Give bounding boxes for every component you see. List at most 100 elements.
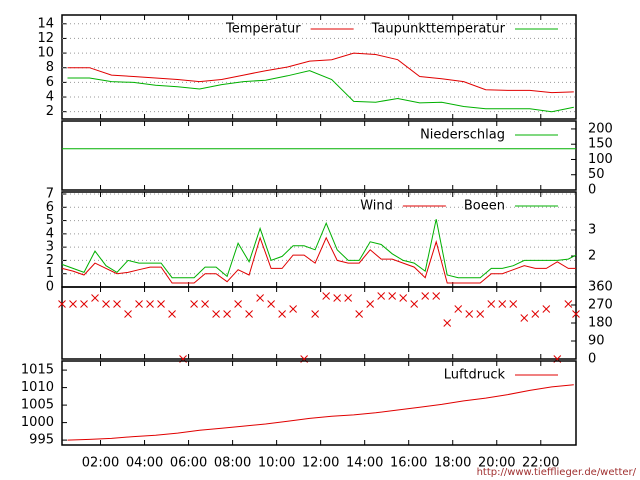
direction-marker — [399, 294, 408, 302]
direction-marker — [572, 310, 580, 318]
direction-marker — [498, 300, 507, 308]
direction-marker — [542, 305, 551, 313]
y-tick-label: 2 — [46, 104, 54, 119]
y-tick-label: 995 — [29, 433, 54, 448]
x-tick-label: 02:00 — [82, 456, 119, 471]
x-tick-label: 10:00 — [258, 456, 295, 471]
y-tick-label: 14 — [37, 16, 54, 31]
direction-marker — [212, 310, 220, 318]
direction-marker — [102, 300, 110, 308]
panel-frame — [61, 360, 577, 446]
y-tick-label: 5 — [46, 213, 54, 228]
direction-marker — [443, 319, 452, 327]
direction-marker — [201, 300, 209, 308]
y-tick-label: 4 — [46, 226, 54, 241]
direction-marker — [234, 300, 242, 308]
direction-marker — [421, 292, 430, 300]
y2-tick-label: 50 — [588, 167, 605, 182]
y-tick-label: 6 — [46, 200, 54, 215]
x-tick-label: 18:00 — [434, 456, 471, 471]
direction-marker — [388, 292, 397, 300]
legend-label: Taupunkttemperatur — [371, 22, 506, 37]
direction-marker — [311, 310, 320, 318]
y2-tick-label: 200 — [588, 121, 613, 136]
series-line — [67, 70, 574, 113]
direction-marker — [135, 300, 143, 308]
y2-tick-label: 3 — [588, 223, 596, 238]
y-tick-label: 10 — [37, 46, 54, 61]
y-tick-label: 1010 — [21, 380, 54, 395]
direction-marker — [322, 292, 331, 300]
direction-marker — [245, 310, 253, 318]
direction-marker — [190, 300, 198, 308]
x-tick-label: 20:00 — [478, 456, 515, 471]
x-tick-label: 14:00 — [346, 456, 383, 471]
direction-marker — [509, 300, 518, 308]
direction-marker — [58, 300, 66, 308]
x-tick-label: 16:00 — [390, 456, 427, 471]
y-tick-label: 2 — [46, 253, 54, 268]
y-tick-label: 12 — [37, 31, 54, 46]
direction-marker — [564, 300, 573, 308]
legend-label: Luftdruck — [444, 368, 506, 383]
series-line — [61, 219, 577, 279]
y2-tick-label: 2 — [588, 249, 596, 264]
direction-marker — [465, 310, 474, 318]
direction-marker — [146, 300, 154, 308]
direction-marker — [410, 300, 419, 308]
y2-tick-label: 0 — [588, 183, 596, 198]
x-tick-label: 06:00 — [170, 456, 207, 471]
y-tick-label: 4 — [46, 90, 54, 105]
series-line — [61, 236, 576, 284]
direction-marker — [256, 294, 264, 302]
direction-marker — [377, 292, 386, 300]
y-tick-label: 0 — [46, 280, 54, 295]
y2-tick-label: 90 — [588, 334, 605, 349]
direction-marker — [454, 305, 463, 313]
legend-label: Wind — [360, 199, 393, 214]
direction-marker — [69, 300, 77, 308]
direction-marker — [333, 294, 342, 302]
y-tick-label: 1005 — [21, 398, 54, 413]
y2-tick-label: 360 — [588, 280, 613, 295]
panel-frame — [61, 120, 577, 191]
series-line — [67, 384, 574, 441]
direction-marker — [157, 300, 165, 308]
source-url: http://www.tiefflieger.de/wetter/ — [477, 467, 637, 478]
panel-frame — [61, 14, 577, 120]
x-tick-label: 22:00 — [522, 456, 559, 471]
direction-marker — [113, 300, 121, 308]
direction-marker — [124, 310, 132, 318]
y-tick-label: 1 — [46, 266, 54, 281]
y-tick-label: 1000 — [21, 415, 54, 430]
legend-label: Temperatur — [225, 22, 301, 37]
direction-marker — [278, 310, 286, 318]
direction-marker — [223, 310, 231, 318]
y-tick-label: 6 — [46, 75, 54, 90]
direction-marker — [476, 310, 485, 318]
y2-tick-label: 180 — [588, 316, 613, 331]
direction-marker — [344, 294, 353, 302]
direction-marker — [267, 300, 275, 308]
y-tick-label: 1015 — [21, 363, 54, 378]
legend-label: Boeen — [464, 199, 505, 214]
x-tick-label: 08:00 — [214, 456, 251, 471]
y2-tick-label: 0 — [588, 352, 596, 367]
y-tick-label: 7 — [46, 186, 54, 201]
direction-marker — [168, 310, 176, 318]
direction-marker — [80, 300, 88, 308]
y-tick-label: 3 — [46, 240, 54, 255]
panel-frame — [61, 286, 577, 360]
legend-label: Niederschlag — [420, 128, 505, 143]
direction-marker — [432, 292, 441, 300]
direction-marker — [520, 314, 529, 322]
direction-marker — [366, 300, 375, 308]
series-line — [67, 52, 574, 94]
direction-marker — [289, 305, 297, 313]
direction-marker — [91, 294, 99, 302]
y-tick-label: 8 — [46, 60, 54, 75]
y2-tick-label: 100 — [588, 152, 613, 167]
y2-tick-label: 270 — [588, 298, 613, 313]
direction-marker — [531, 310, 540, 318]
